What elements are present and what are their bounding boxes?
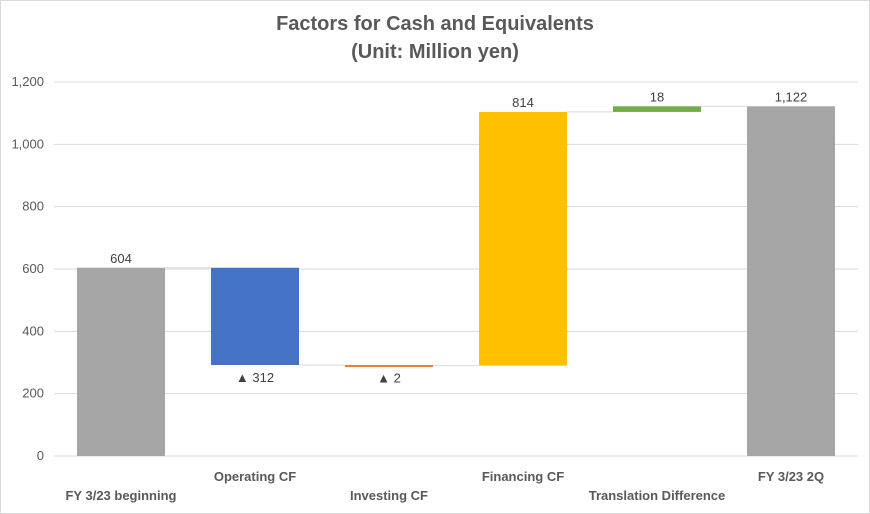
x-category-label: Financing CF	[482, 469, 564, 484]
y-tick-label: 400	[22, 323, 44, 338]
data-label: ▲ 312	[236, 370, 274, 385]
data-label: 814	[512, 95, 534, 110]
data-label: ▲ 2	[377, 371, 401, 386]
chart-title-line2: (Unit: Million yen)	[351, 41, 519, 63]
chart-title-line1: Factors for Cash and Equivalents	[276, 13, 594, 35]
bar-financing-cf	[479, 111, 567, 366]
data-label: 1,122	[775, 89, 808, 104]
y-tick-label: 0	[37, 448, 44, 463]
data-label: 604	[110, 251, 132, 266]
bar-operating-cf	[211, 267, 299, 365]
x-category-label: FY 3/23 beginning	[65, 488, 176, 503]
y-tick-label: 600	[22, 261, 44, 276]
y-tick-label: 1,200	[11, 74, 44, 89]
x-category-label: FY 3/23 2Q	[758, 469, 824, 484]
bar-translation-difference	[613, 106, 701, 112]
y-tick-label: 1,000	[11, 136, 44, 151]
bar-fy-3-23-beginning	[77, 267, 165, 456]
chart-title: Factors for Cash and Equivalents (Unit: …	[0, 10, 870, 66]
x-category-label: Operating CF	[214, 469, 296, 484]
y-tick-label: 200	[22, 386, 44, 401]
y-tick-label: 800	[22, 199, 44, 214]
x-category-label: Translation Difference	[589, 488, 726, 503]
x-category-label: Investing CF	[350, 488, 428, 503]
bar-fy-3-23-2q	[747, 106, 835, 456]
data-label: 18	[650, 89, 664, 104]
bar-investing-cf	[345, 364, 433, 367]
